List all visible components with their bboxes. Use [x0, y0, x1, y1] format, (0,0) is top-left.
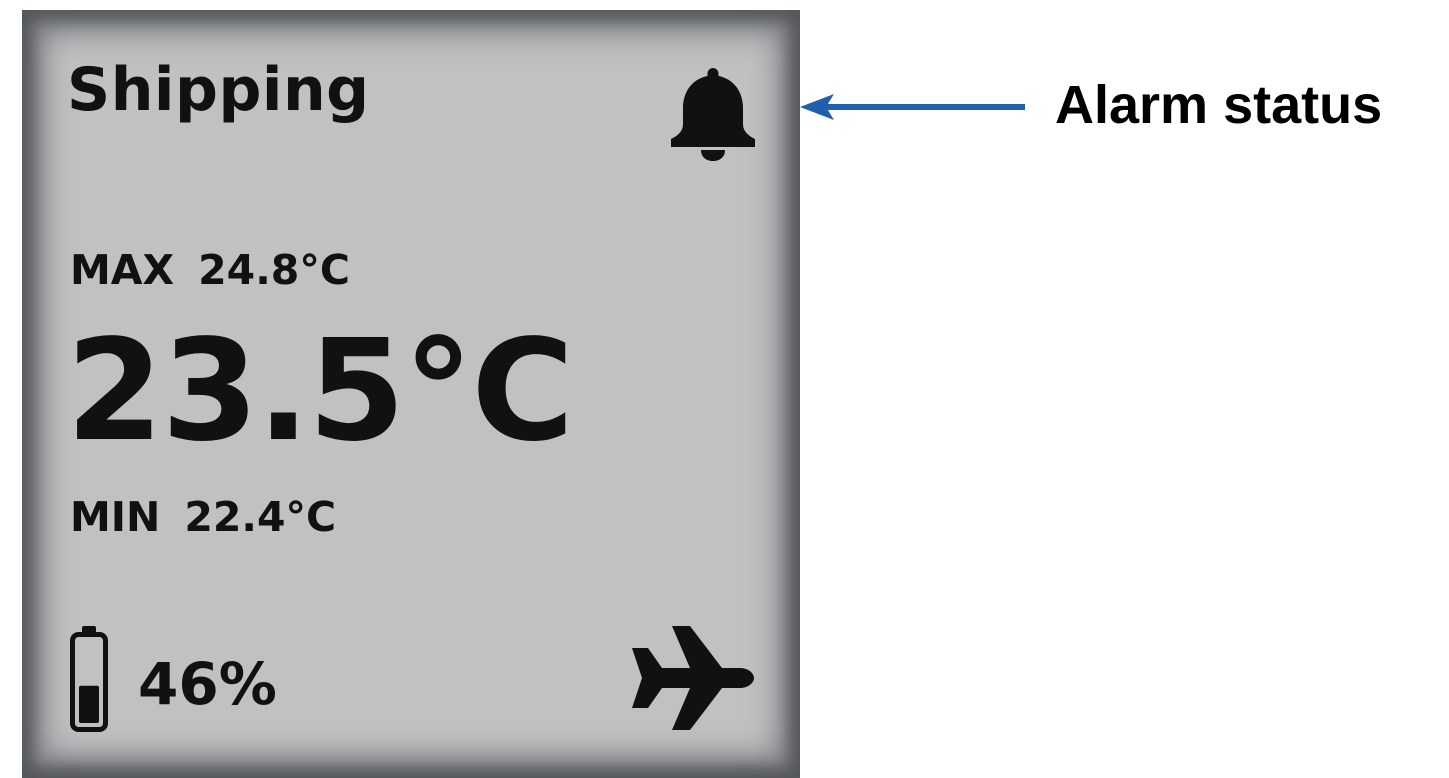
min-value: 22.4°C — [184, 493, 337, 541]
battery-percentage: 46% — [138, 650, 277, 718]
current-temperature: 23.5°C — [66, 310, 574, 473]
annotation-arrow — [800, 94, 1025, 120]
battery-fill — [79, 685, 99, 723]
mode-title: Shipping — [67, 55, 370, 125]
airplane-icon — [632, 626, 754, 730]
max-label: MAX — [70, 246, 175, 294]
alarm-status-annotation: Alarm status — [1055, 75, 1383, 135]
battery-icon — [70, 626, 108, 732]
min-temperature-row: MIN 22.4°C — [70, 492, 336, 542]
min-label: MIN — [70, 493, 161, 541]
max-temperature-row: MAX 24.8°C — [70, 245, 350, 295]
bell-icon[interactable] — [666, 66, 760, 161]
device-screen — [22, 10, 800, 778]
max-value: 24.8°C — [198, 246, 350, 294]
